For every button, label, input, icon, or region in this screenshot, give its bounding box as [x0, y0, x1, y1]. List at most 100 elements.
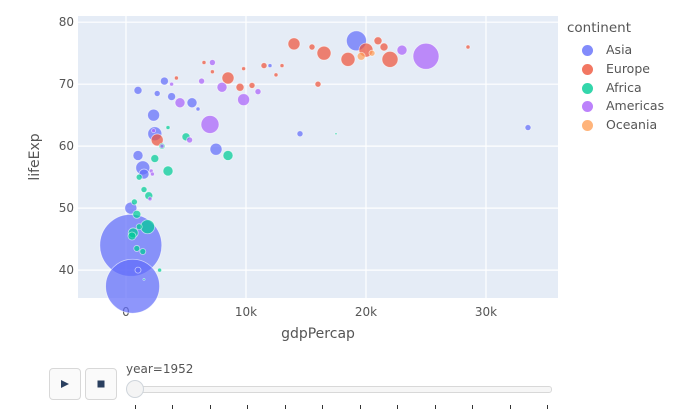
bubble-africa[interactable] — [162, 165, 174, 177]
bubble-americas[interactable] — [169, 81, 175, 87]
bubble-africa[interactable] — [140, 186, 148, 193]
bubble-africa[interactable] — [132, 209, 142, 219]
bubble-europe[interactable] — [287, 37, 301, 51]
bubble-europe[interactable] — [316, 45, 332, 61]
bubble-europe[interactable] — [465, 44, 471, 50]
bubble-asia[interactable] — [186, 97, 198, 109]
bubble-asia[interactable] — [153, 90, 161, 97]
bubble-europe[interactable] — [241, 66, 247, 72]
bubble-africa[interactable] — [334, 132, 338, 136]
bubble-europe[interactable] — [340, 51, 356, 67]
x-axis-title: gdpPercap — [281, 326, 355, 342]
bubble-americas[interactable] — [208, 59, 216, 66]
bubble-asia[interactable] — [159, 76, 169, 86]
bubble-europe[interactable] — [279, 63, 285, 68]
bubble-americas[interactable] — [237, 93, 251, 107]
year-slider-track[interactable] — [132, 386, 552, 393]
bubble-africa[interactable] — [130, 198, 138, 206]
bubble-markers[interactable] — [99, 30, 532, 314]
bubble-asia[interactable] — [195, 106, 201, 112]
legend-label: Oceania — [606, 117, 658, 133]
slider-tick — [284, 405, 286, 409]
bubble-africa[interactable] — [165, 125, 171, 130]
y-tick-label: 40 — [59, 263, 74, 277]
stop-button[interactable] — [85, 368, 117, 400]
bubble-americas[interactable] — [216, 81, 228, 93]
bubble-europe[interactable] — [173, 75, 179, 81]
y-tick-label: 60 — [59, 139, 74, 153]
slider-tick — [172, 405, 174, 409]
bubble-asia[interactable] — [267, 63, 273, 68]
bubble-africa[interactable] — [222, 150, 234, 161]
bubble-asia[interactable] — [132, 150, 144, 161]
bubble-americas[interactable] — [147, 196, 153, 202]
bubble-africa[interactable] — [140, 219, 156, 235]
bubble-africa[interactable] — [150, 154, 160, 163]
bubble-europe[interactable] — [201, 60, 207, 65]
bubble-europe[interactable] — [235, 82, 245, 92]
bubble-asia[interactable] — [209, 142, 223, 156]
bubble-americas[interactable] — [396, 44, 408, 56]
year-slider-handle[interactable] — [126, 380, 144, 398]
bubble-africa[interactable] — [135, 173, 143, 181]
bubble-europe[interactable] — [381, 50, 399, 68]
bubble-europe[interactable] — [221, 71, 235, 85]
bubble-africa[interactable] — [135, 223, 143, 231]
bubble-africa[interactable] — [139, 248, 147, 255]
bubble-europe[interactable] — [248, 82, 256, 89]
x-tick-label: 30k — [475, 305, 497, 319]
y-tick-label: 50 — [59, 201, 74, 215]
bubble-americas[interactable] — [412, 42, 440, 70]
x-axis-ticks: 010k20k30k — [122, 305, 497, 319]
bubble-americas[interactable] — [254, 88, 262, 96]
bubble-americas[interactable] — [151, 128, 157, 134]
bubble-asia[interactable] — [296, 130, 304, 138]
y-tick-label: 80 — [59, 15, 74, 29]
bubble-asia[interactable] — [134, 266, 142, 274]
bubble-americas[interactable] — [200, 115, 220, 134]
bubble-asia[interactable] — [147, 108, 161, 122]
bubble-europe[interactable] — [273, 72, 279, 78]
legend-item-africa[interactable]: Africa — [562, 79, 672, 97]
y-axis-ticks: 40 50 60 70 80 — [59, 15, 74, 277]
slider-tick — [209, 405, 211, 409]
bubble-oceania[interactable] — [368, 49, 376, 57]
legend-item-asia[interactable]: Asia — [562, 41, 672, 59]
play-button[interactable] — [49, 368, 81, 400]
bubble-americas[interactable] — [159, 143, 165, 149]
bubble-europe[interactable] — [150, 133, 164, 147]
bubble-africa[interactable] — [142, 278, 146, 281]
bubble-africa[interactable] — [157, 267, 163, 273]
bubble-africa[interactable] — [127, 231, 137, 241]
x-tick-label: 10k — [235, 305, 257, 319]
bubble-europe[interactable] — [308, 43, 316, 51]
legend-item-europe[interactable]: Europe — [562, 60, 672, 78]
bubble-asia[interactable] — [133, 85, 143, 95]
bubble-asia[interactable] — [167, 92, 177, 101]
bubble-europe[interactable] — [260, 62, 268, 69]
legend-item-oceania[interactable]: Oceania — [562, 116, 672, 134]
bubble-americas[interactable] — [198, 77, 206, 85]
slider-current-value: year=1952 — [126, 362, 194, 376]
legend-title: continent — [567, 20, 631, 36]
y-tick-label: 70 — [59, 77, 74, 91]
bubble-europe[interactable] — [209, 69, 215, 75]
bubble-africa[interactable] — [133, 245, 141, 252]
bubble-europe[interactable] — [379, 42, 389, 52]
legend-label: Africa — [606, 79, 642, 95]
bubble-americas[interactable] — [186, 136, 194, 144]
bubble-asia[interactable] — [524, 124, 532, 131]
legend-item-americas[interactable]: Americas — [562, 97, 672, 115]
gridlines — [78, 16, 558, 298]
bubble-europe[interactable] — [314, 80, 322, 88]
bubble-americas[interactable] — [174, 97, 186, 109]
bubble-asia[interactable] — [105, 258, 161, 314]
legend-label: Asia — [606, 42, 633, 57]
slider-tick — [547, 405, 548, 409]
bubble-europe[interactable] — [373, 36, 383, 46]
bubble-oceania[interactable] — [356, 51, 366, 61]
slider-tick — [434, 405, 436, 409]
bubble-americas[interactable] — [149, 171, 155, 177]
slider-tick — [322, 405, 324, 409]
